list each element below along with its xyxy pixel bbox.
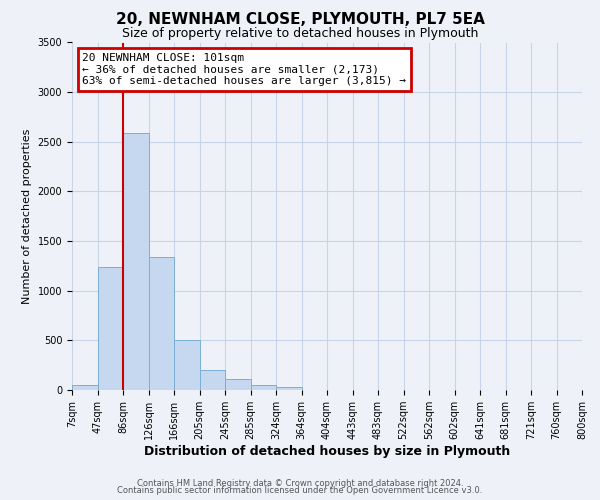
Bar xyxy=(123,133,149,390)
Bar xyxy=(225,379,251,390)
Bar xyxy=(199,370,225,390)
Text: 20, NEWNHAM CLOSE, PLYMOUTH, PL7 5EA: 20, NEWNHAM CLOSE, PLYMOUTH, PL7 5EA xyxy=(116,12,484,28)
Text: 20 NEWNHAM CLOSE: 101sqm
← 36% of detached houses are smaller (2,173)
63% of sem: 20 NEWNHAM CLOSE: 101sqm ← 36% of detach… xyxy=(82,53,406,86)
Text: Contains HM Land Registry data © Crown copyright and database right 2024.: Contains HM Land Registry data © Crown c… xyxy=(137,478,463,488)
Bar xyxy=(174,340,199,390)
Text: Contains public sector information licensed under the Open Government Licence v3: Contains public sector information licen… xyxy=(118,486,482,495)
X-axis label: Distribution of detached houses by size in Plymouth: Distribution of detached houses by size … xyxy=(144,445,510,458)
Bar xyxy=(276,387,302,390)
Bar xyxy=(72,385,97,390)
Bar xyxy=(251,385,276,390)
Bar xyxy=(97,267,123,390)
Y-axis label: Number of detached properties: Number of detached properties xyxy=(22,128,32,304)
Bar xyxy=(149,257,174,390)
Text: Size of property relative to detached houses in Plymouth: Size of property relative to detached ho… xyxy=(122,28,478,40)
